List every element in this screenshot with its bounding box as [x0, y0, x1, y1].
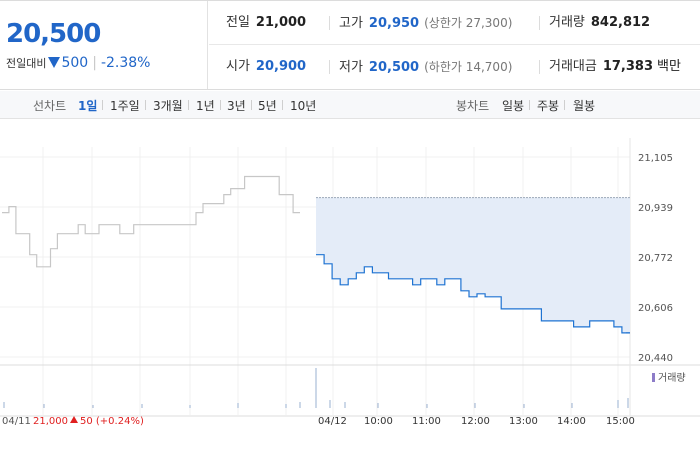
- prev-close-cell: 전일 21,000: [209, 1, 329, 45]
- divider: [539, 60, 540, 74]
- open-cell: 시가 20,900: [209, 45, 329, 89]
- change-row: 전일대비 500 | -2.38%: [6, 55, 150, 71]
- prev-day-series: [2, 175, 300, 268]
- divider: [145, 100, 146, 110]
- quote-panel: 20,500 전일대비 500 | -2.38% 전일 21,000 고가 20,950 (…: [0, 0, 700, 90]
- period-3m-button[interactable]: 3개월: [153, 99, 183, 113]
- y-tick-label: 20,440: [638, 353, 673, 364]
- divider: [539, 16, 540, 30]
- change-value: 500: [61, 55, 89, 71]
- divider: [188, 100, 189, 110]
- volume-label: 거래량: [549, 15, 585, 30]
- change-label: 전일대비: [6, 57, 47, 70]
- divider: [329, 16, 330, 30]
- up-triangle-icon: [70, 416, 78, 423]
- change-rate: -2.38%: [100, 55, 151, 71]
- candle-daily-button[interactable]: 일봉: [502, 99, 525, 113]
- low-label: 저가: [339, 60, 363, 75]
- period-toolbar: 선차트 1일 1주일 3개월 1년 3년 5년 10년 봉차트 일봉 주봉 월봉: [0, 91, 700, 119]
- high-value: 20,950: [368, 16, 420, 31]
- low-value: 20,500: [368, 60, 420, 75]
- high-label: 고가: [339, 16, 363, 31]
- x-tick-label: 15:00: [606, 416, 635, 427]
- change-divider: |: [92, 55, 97, 71]
- y-tick-label: 20,772: [638, 253, 673, 264]
- open-label: 시가: [226, 59, 250, 74]
- period-1y-button[interactable]: 1년: [196, 99, 215, 113]
- line-chart-label: 선차트: [33, 99, 67, 113]
- prev-close-label: 21,000: [33, 416, 68, 427]
- x-tick-label: 04/12: [318, 416, 347, 427]
- amount-cell: 거래대금 17,383 백만: [539, 45, 700, 89]
- y-tick-label: 20,606: [638, 303, 673, 314]
- amount-label: 거래대금: [549, 59, 597, 74]
- amount-value: 17,383: [602, 59, 654, 74]
- divider: [282, 100, 283, 110]
- high-cell: 고가 20,950 (상한가 27,300): [329, 1, 539, 45]
- period-3y-button[interactable]: 3년: [227, 99, 246, 113]
- divider: [251, 100, 252, 110]
- divider: [564, 100, 565, 110]
- period-1d-button[interactable]: 1일: [78, 99, 98, 113]
- x-tick-label: 13:00: [509, 416, 538, 427]
- y-tick-label: 21,105: [638, 153, 673, 164]
- today-series: [316, 254, 630, 334]
- x-tick-label: 14:00: [557, 416, 586, 427]
- period-5y-button[interactable]: 5년: [258, 99, 277, 113]
- divider: [329, 60, 330, 74]
- x-tick-label: 11:00: [412, 416, 441, 427]
- low-cell: 저가 20,500 (하한가 14,700): [329, 45, 539, 89]
- volume-value: 842,812: [590, 15, 651, 30]
- x-tick-label: 10:00: [364, 416, 393, 427]
- open-value: 20,900: [255, 59, 307, 74]
- volume-legend-icon: [652, 373, 655, 382]
- upper-limit: (상한가 27,300): [424, 16, 513, 30]
- quote-stats: 전일 21,000 고가 20,950 (상한가 27,300) 거래량 842,812…: [209, 1, 700, 89]
- down-triangle-icon: [48, 57, 61, 68]
- lower-limit: (하한가 14,700): [424, 60, 513, 74]
- prev-close-value: 21,000: [255, 15, 307, 30]
- period-1w-button[interactable]: 1주일: [110, 99, 140, 113]
- prev-close-label: 전일: [226, 15, 250, 30]
- divider: [220, 100, 221, 110]
- price-box: 20,500 전일대비 500 | -2.38%: [0, 1, 208, 89]
- candle-chart-label: 봉차트: [456, 99, 490, 113]
- x-tick-label: 12:00: [461, 416, 490, 427]
- volume-cell: 거래량 842,812: [539, 1, 700, 45]
- y-tick-label: 20,939: [638, 203, 673, 214]
- divider: [529, 100, 530, 110]
- prev-change-label: 50 (+0.24%): [80, 416, 144, 427]
- period-10y-button[interactable]: 10년: [290, 99, 317, 113]
- today-area-fill: [316, 197, 630, 333]
- candle-weekly-button[interactable]: 주봉: [537, 99, 560, 113]
- current-price: 20,500: [6, 19, 101, 49]
- amount-unit: 백만: [657, 59, 681, 74]
- x-tick-label: 04/11: [2, 416, 31, 427]
- volume-legend-label: 거래량: [658, 372, 686, 384]
- candle-monthly-button[interactable]: 월봉: [573, 99, 596, 113]
- price-chart: 21,105 20,939 20,772 20,606 20,440 거래량 04/11 21…: [0, 138, 700, 427]
- divider: [102, 100, 103, 110]
